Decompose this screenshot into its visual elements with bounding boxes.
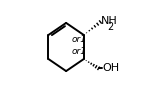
Text: OH: OH <box>103 63 120 73</box>
Text: 2: 2 <box>108 22 114 31</box>
Text: or1: or1 <box>71 35 86 44</box>
Text: NH: NH <box>101 16 118 26</box>
Text: or1: or1 <box>71 47 86 56</box>
